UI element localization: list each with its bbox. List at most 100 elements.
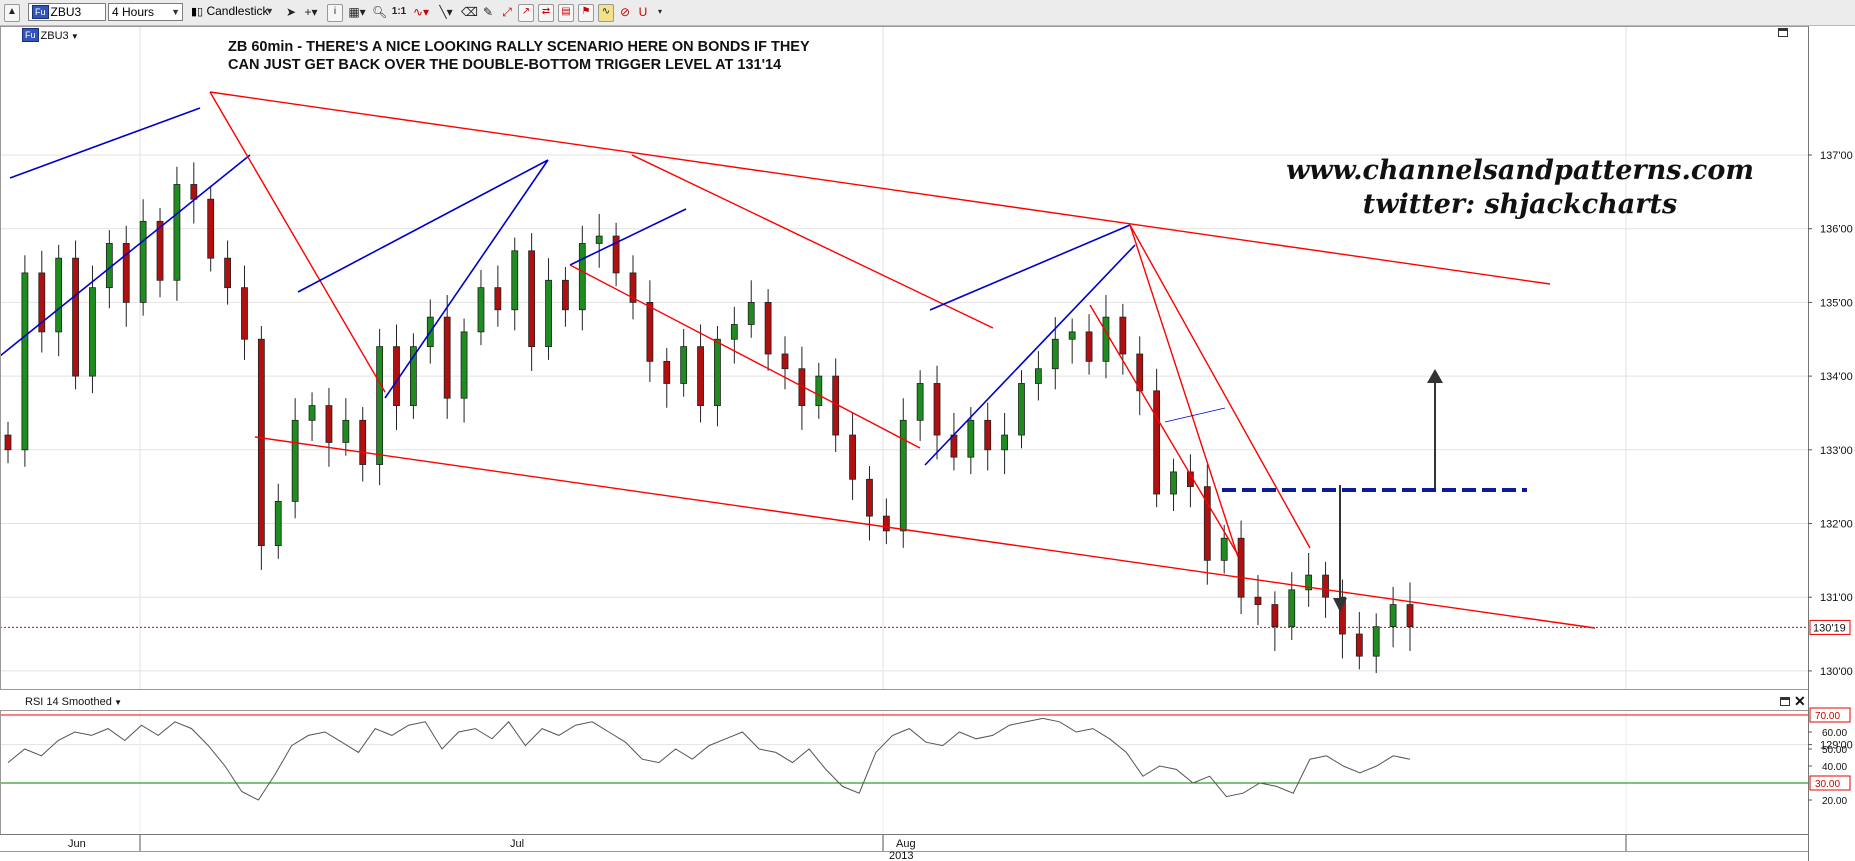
candle (1203, 486, 1211, 561)
candle (764, 301, 772, 355)
bar-replay-icon[interactable]: ∿ (598, 4, 614, 22)
candle (747, 301, 755, 325)
candle (1254, 596, 1262, 605)
candle (612, 235, 620, 274)
last-price-box (1809, 619, 1851, 635)
rsi-upper-label: 70.00 (1815, 711, 1840, 722)
candle (578, 243, 586, 311)
candle (1220, 537, 1228, 561)
candle (967, 419, 975, 458)
candle (1372, 626, 1380, 657)
rsi-tick-label: 60.00 (1822, 728, 1847, 739)
chevron-down-icon: ▼ (171, 7, 180, 17)
candle (933, 383, 941, 436)
axes: 137'00 136'00 135'00 134'00 133'00 132'00 131'… (0, 26, 1853, 861)
candle (224, 257, 231, 289)
rsi-lower-label: 30.00 (1815, 779, 1840, 790)
trendline (631, 154, 994, 329)
trendline (209, 91, 386, 393)
candle (122, 243, 130, 303)
instrument-selector[interactable]: Fu ZBU3 (28, 3, 106, 21)
watermark: www.channelsandpatterns.com twitter: shj… (1230, 154, 1810, 222)
candle (815, 375, 823, 406)
candle (629, 272, 637, 303)
zoom-icon[interactable]: 🔍︎ (372, 5, 388, 19)
magnet-icon[interactable]: U (638, 5, 648, 19)
trendlines (0, 91, 1596, 629)
candle (207, 198, 215, 259)
strategy-icon[interactable]: ↗ (518, 4, 534, 22)
indicator-icon[interactable]: ∿▾ (412, 5, 430, 19)
trendline (569, 264, 921, 449)
candle (1288, 589, 1296, 628)
chevron-down-icon: ▼ (265, 6, 274, 16)
candle (545, 279, 552, 348)
candle (393, 346, 400, 406)
pencil-icon[interactable]: ✎ (482, 5, 494, 19)
eraser-icon[interactable]: ⌫ (461, 5, 478, 19)
pointer-icon[interactable]: ➤ (285, 5, 297, 19)
candle (663, 360, 671, 384)
fullscreen-icon[interactable]: ⤢ (502, 5, 512, 19)
trendline (9, 107, 201, 179)
candle (1136, 353, 1144, 392)
collapse-toolbar-icon[interactable]: ▲ (4, 4, 20, 22)
chart-properties-icon[interactable]: ▦▾ (348, 5, 366, 19)
more-options-icon[interactable]: ▾ (657, 7, 662, 16)
data-box-icon[interactable]: i (327, 4, 343, 22)
candle (680, 346, 688, 384)
candle (291, 419, 299, 502)
chart-toolbar: ▲ Fu ZBU3 4 Hours ▼ ▮▯ Candlestick ▼ ➤ +▾ i… (0, 0, 1855, 26)
chart-instrument-label[interactable]: Fu ZBU3 ▼ (22, 28, 79, 44)
chevron-down-icon: ▼ (111, 698, 122, 707)
month-label: Jul (510, 838, 524, 850)
rsi-indicator-label[interactable]: RSI 14 Smoothed ▼ (25, 695, 122, 710)
close-icon[interactable]: ✕ (1794, 693, 1806, 709)
candle (1085, 331, 1093, 362)
crosshair-icon[interactable]: +▾ (304, 5, 318, 19)
down-arrow-head (1333, 598, 1347, 612)
trade-icon[interactable]: ⇄ (538, 4, 554, 22)
candle (89, 287, 96, 377)
price-tick-label: 136'00 (1820, 224, 1853, 236)
draw-line-icon[interactable]: ╲▾ (439, 5, 453, 19)
candle (139, 220, 147, 303)
candle (849, 434, 856, 480)
candle (173, 184, 181, 281)
candle (562, 279, 569, 311)
trendline (929, 224, 1131, 311)
candle (308, 405, 316, 421)
candle (866, 478, 873, 517)
trendline (0, 154, 251, 357)
futures-badge: Fu (22, 28, 39, 42)
price-panel-frame (0, 26, 1809, 690)
candle (4, 434, 12, 451)
maximize-panel-icon[interactable] (1780, 697, 1790, 706)
candle (1389, 604, 1397, 628)
candle (1018, 383, 1025, 436)
orders-icon[interactable]: ▤ (558, 4, 574, 22)
rsi-upper-box (1809, 707, 1851, 723)
candle (1339, 596, 1346, 635)
watermark-twitter: twitter: shjackcharts (1362, 189, 1678, 220)
maximize-panel-icon[interactable] (1778, 28, 1788, 37)
interval-selector[interactable]: 4 Hours ▼ (108, 3, 183, 21)
trendline (1129, 224, 1239, 558)
chart-style-selector[interactable]: ▮▯ Candlestick ▼ (188, 3, 276, 21)
rsi-tick-label: 40.00 (1822, 762, 1847, 773)
candle (984, 419, 992, 451)
candle (359, 419, 367, 465)
interval-value: 4 Hours (112, 5, 155, 19)
candle (1305, 574, 1313, 591)
alerts-icon[interactable]: ⚑ (578, 4, 594, 22)
candle (781, 353, 789, 370)
price-tick-label: 137'00 (1820, 150, 1853, 162)
annotation-line-1: ZB 60min - THERE'S A NICE LOOKING RALLY … (228, 39, 810, 55)
trendline (254, 436, 1596, 629)
watermark-url: www.channelsandpatterns.com (1286, 155, 1754, 186)
candle (21, 272, 29, 451)
one-to-one-button[interactable]: 1:1 (391, 6, 407, 17)
settings-icon[interactable]: ⊘ (619, 5, 631, 19)
candle (325, 405, 333, 443)
